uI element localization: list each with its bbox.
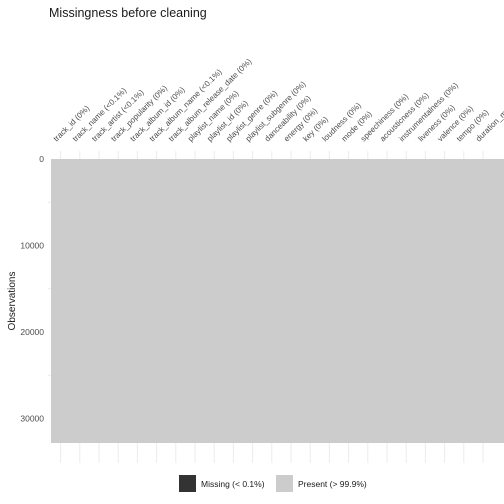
y-axis-title: Observations [7,272,18,331]
y-tick-label: 0 [39,154,44,164]
y-tick-label: 30000 [20,413,44,423]
column-labels: track_id (0%)track_name (<0.1%)track_art… [52,57,504,144]
legend: Missing (< 0.1%) Present (> 99.9%) [179,475,367,492]
legend-swatch [276,475,293,492]
legend-swatch [179,475,196,492]
y-axis-ticks: 0 10000 20000 30000 [20,154,44,423]
chart-title: Missingness before cleaning [49,6,207,20]
y-tick-label: 20000 [20,327,44,337]
legend-label: Missing (< 0.1%) [201,479,265,489]
y-tick-label: 10000 [20,240,44,250]
present-cells [51,159,504,443]
legend-label: Present (> 99.9%) [298,479,367,489]
